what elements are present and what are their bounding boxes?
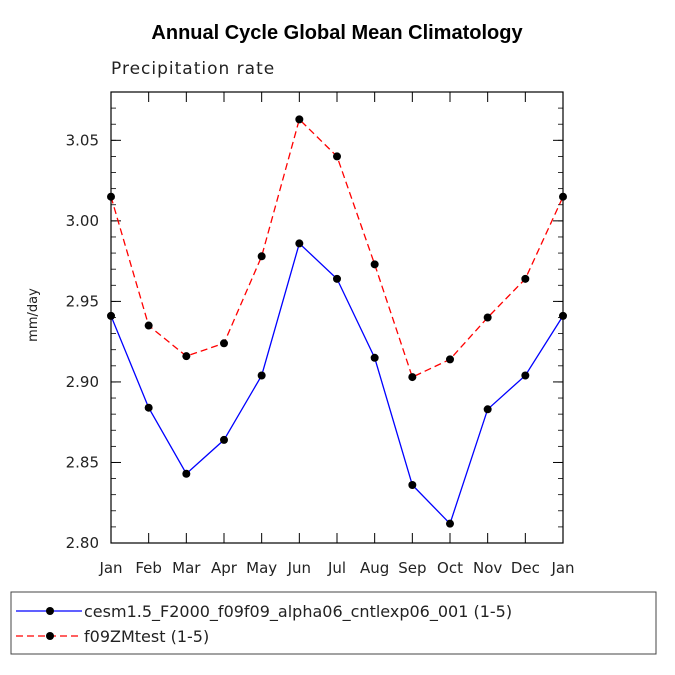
data-point [182,469,191,478]
data-point [483,313,492,322]
x-tick-label: Feb [135,559,162,577]
chart-title: Annual Cycle Global Mean Climatology [151,22,523,44]
y-tick-label: 2.90 [66,373,99,391]
legend-label: f09ZMtest (1-5) [84,627,209,646]
data-point [107,311,115,320]
y-axis-label: mm/day [26,288,41,342]
chart-subtitle: Precipitation rate [111,59,275,79]
legend-marker [46,607,54,615]
y-tick-label: 3.00 [66,212,99,230]
x-tick-label: Jun [287,559,311,577]
series-1 [107,239,567,528]
data-point [220,435,228,444]
data-point [257,371,266,380]
data-point [370,353,379,362]
series-layer [107,115,567,528]
x-tick-label: Jul [327,559,346,577]
x-tick-label: Aug [360,559,389,577]
x-tick-label: Sep [398,559,426,577]
y-tick-label: 3.05 [66,131,99,149]
data-point [521,371,530,380]
x-tick-label: Oct [437,559,463,577]
x-tick-label: Apr [211,559,238,577]
data-point [483,405,492,414]
data-point [559,192,567,201]
x-tick-label: Mar [172,559,201,577]
y-tick-label: 2.95 [66,292,99,310]
legend-marker [46,632,54,640]
data-point [521,274,530,283]
data-point [220,339,228,348]
y-tick-label: 2.80 [66,534,99,552]
data-point [446,519,454,528]
data-point [144,321,153,330]
data-point [559,311,567,320]
data-point [408,373,417,382]
legend-box [10,591,657,655]
x-tick-label: Jan [98,559,122,577]
x-tick-label: May [246,559,277,577]
x-tick-label: Jan [550,559,574,577]
data-point [257,252,266,261]
series-line [110,242,564,525]
data-point [333,152,341,161]
y-tick-label: 2.85 [66,453,99,471]
data-point [107,192,115,201]
legend: cesm1.5_F2000_f09f09_alpha06_cntlexp06_0… [10,591,657,655]
data-point [295,115,304,124]
data-point [144,403,153,412]
data-point [182,352,191,361]
data-point [370,260,379,269]
legend-label: cesm1.5_F2000_f09f09_alpha06_cntlexp06_0… [84,602,512,622]
x-tick-label: Dec [511,559,540,577]
x-tick-label: Nov [473,559,502,577]
axes: Jan Feb Mar Apr May Jun Jul Aug Sep Oct Nov Dec Jan 2… [66,91,575,577]
data-point [295,239,304,248]
data-point [333,274,341,283]
series-2 [107,115,567,382]
data-point [408,481,417,490]
data-point [446,355,454,364]
